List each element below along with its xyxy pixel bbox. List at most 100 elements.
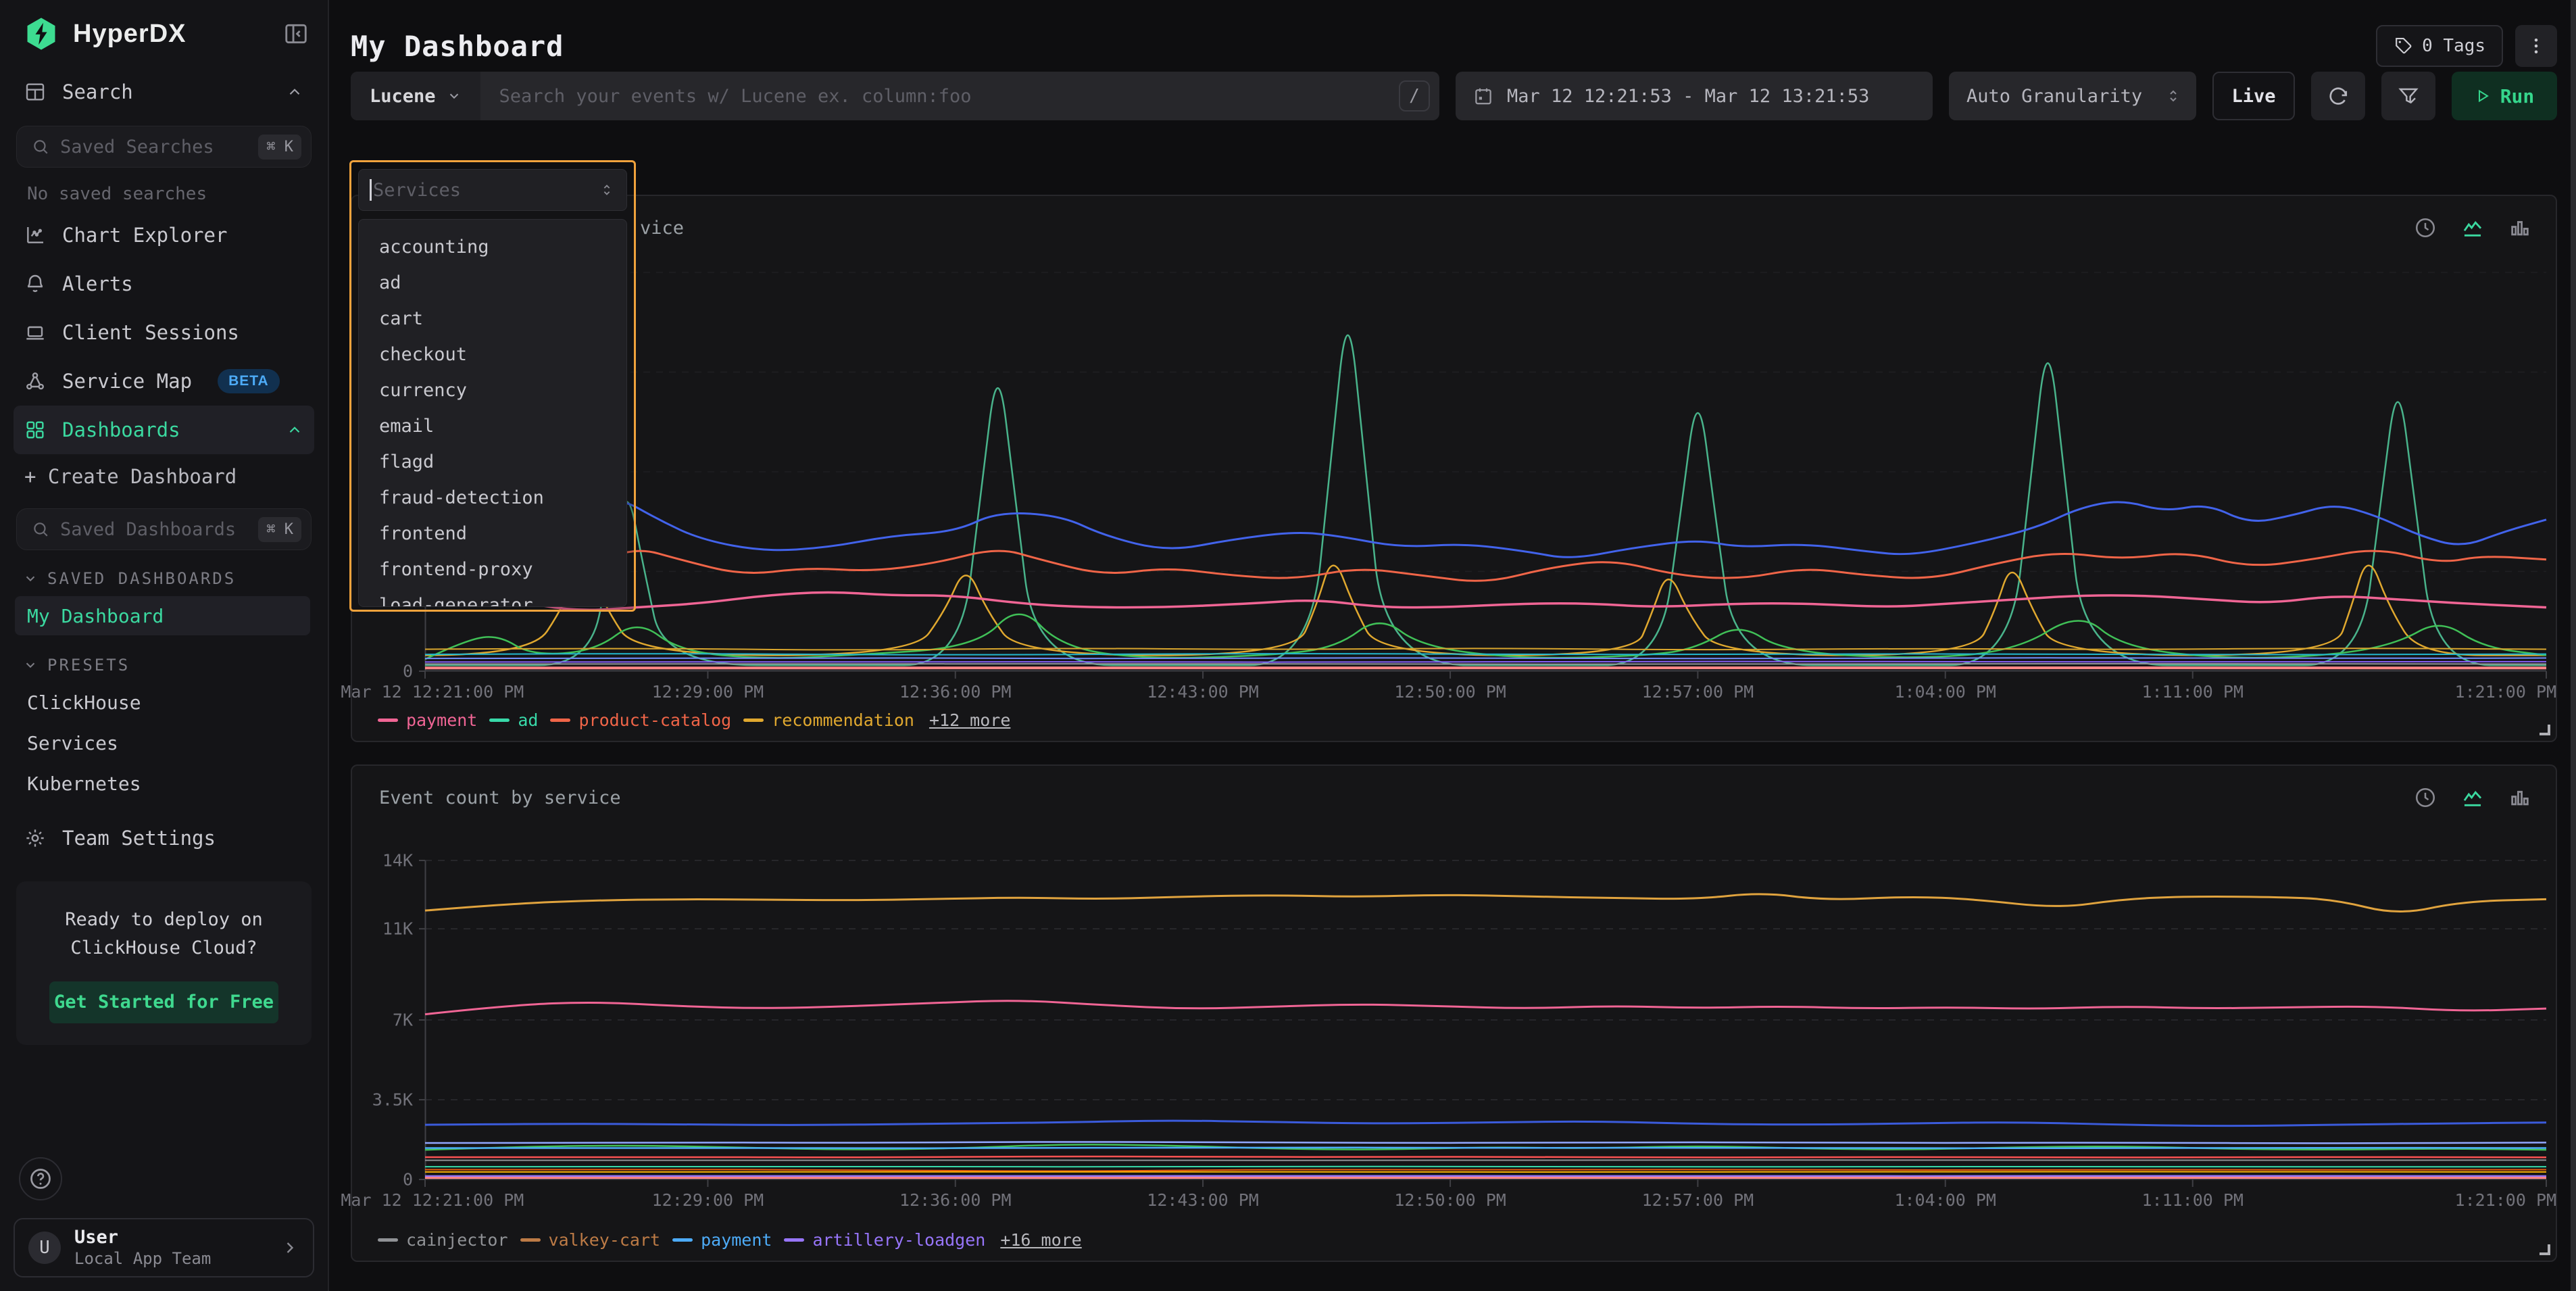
panel-resize-handle[interactable]	[2540, 725, 2550, 735]
service-option[interactable]: currency	[359, 372, 626, 408]
section-label: SAVED DASHBOARDS	[47, 569, 236, 588]
section-presets[interactable]: PRESETS	[23, 656, 314, 675]
chart-panel-2: Event count by service 14K11K7K3.5K0 Mar…	[351, 764, 2557, 1262]
service-option[interactable]: ad	[359, 265, 626, 301]
create-dashboard-button[interactable]: + Create Dashboard	[14, 454, 314, 499]
legend-item[interactable]: ad	[489, 710, 538, 730]
legend-item[interactable]: artillery-loadgen	[784, 1230, 985, 1250]
services-input[interactable]: Services	[358, 169, 627, 211]
search-icon	[32, 520, 49, 538]
sidebar-item-label: Client Sessions	[62, 321, 239, 344]
x-tick-label: 12:36:00 PM	[899, 1190, 1012, 1210]
refresh-icon	[2327, 85, 2349, 107]
service-option[interactable]: email	[359, 408, 626, 444]
y-tick-label: 0	[403, 1170, 413, 1190]
legend-item[interactable]: product-catalog	[550, 710, 731, 730]
event-search-input[interactable]: Lucene Search your events w/ Lucene ex. …	[351, 72, 1439, 120]
legend-label: product-catalog	[578, 710, 731, 730]
user-menu[interactable]: U User Local App Team	[14, 1218, 314, 1277]
sidebar-item-preset[interactable]: ClickHouse	[15, 683, 310, 722]
series-flat-yellow	[425, 648, 2546, 650]
bar-chart-toggle-icon[interactable]	[2508, 216, 2531, 239]
plot-zone: 14K11K7K3.5K0 Mar 12 12:21:00 PM12:29:00…	[425, 860, 2546, 1179]
granularity-select[interactable]: Auto Granularity	[1949, 72, 2196, 120]
legend-swatch	[378, 1238, 398, 1242]
event-search-placeholder: Search your events w/ Lucene ex. column:…	[480, 86, 1399, 107]
legend-item[interactable]: payment	[378, 710, 477, 730]
chart-canvas[interactable]	[425, 860, 2546, 1179]
question-icon	[28, 1167, 53, 1191]
time-settings-icon[interactable]	[2414, 216, 2437, 239]
chart-canvas[interactable]	[425, 272, 2546, 671]
sidebar-item-preset[interactable]: Kubernetes	[15, 764, 310, 803]
service-option[interactable]: accounting	[359, 229, 626, 265]
chevron-down-icon	[23, 571, 38, 586]
sidebar-item-dashboards[interactable]: Dashboards	[14, 406, 314, 454]
sidebar-item-label: Search	[62, 80, 133, 103]
chart-legend: payment ad product-catalog recommendation +1…	[378, 710, 1010, 730]
sidebar-item-label: Dashboards	[62, 418, 180, 441]
run-button[interactable]: Run	[2452, 72, 2557, 120]
legend-label: ad	[518, 710, 538, 730]
legend-item[interactable]: payment	[672, 1230, 772, 1250]
x-tick-label: 12:57:00 PM	[1642, 682, 1754, 702]
service-option[interactable]: cart	[359, 301, 626, 337]
line-chart-toggle-icon[interactable]	[2461, 216, 2484, 239]
service-option[interactable]: frontend-proxy	[359, 552, 626, 587]
series-yellow-spikes	[425, 566, 2546, 656]
sidebar-item-search[interactable]: Search	[14, 68, 314, 116]
time-settings-icon[interactable]	[2414, 786, 2437, 809]
y-tick-label: 0	[403, 662, 413, 681]
live-button[interactable]: Live	[2212, 72, 2295, 120]
kebab-icon	[2526, 36, 2546, 56]
service-option[interactable]: fraud-detection	[359, 480, 626, 516]
legend-item[interactable]: valkey-cart	[520, 1230, 661, 1250]
brand-row: HyperDX	[14, 0, 314, 68]
legend-item[interactable]: recommendation	[743, 710, 914, 730]
service-option[interactable]: flagd	[359, 444, 626, 480]
help-button[interactable]	[19, 1157, 62, 1200]
sidebar-item-saved-dashboard[interactable]: My Dashboard	[15, 596, 310, 635]
section-saved-dashboards[interactable]: SAVED DASHBOARDS	[23, 569, 314, 588]
calendar-icon	[1473, 86, 1493, 106]
sidebar-item-alerts[interactable]: Alerts	[14, 260, 314, 308]
saved-dashboards-list: My Dashboard	[14, 595, 314, 637]
legend-swatch	[672, 1238, 693, 1242]
line-chart-toggle-icon[interactable]	[2461, 786, 2484, 809]
tags-button[interactable]: 0 Tags	[2376, 25, 2503, 67]
x-tick-label: 12:57:00 PM	[1642, 1190, 1754, 1210]
query-language-select[interactable]: Lucene	[351, 72, 480, 120]
refresh-button[interactable]	[2311, 72, 2365, 120]
sidebar-item-chart-explorer[interactable]: Chart Explorer	[14, 211, 314, 260]
page-scrollbar[interactable]	[2571, 0, 2576, 1291]
legend-swatch	[378, 718, 398, 722]
sidebar-collapse-icon[interactable]	[283, 21, 309, 47]
service-option[interactable]: load-generator	[359, 587, 626, 607]
chevron-up-icon[interactable]	[286, 83, 303, 101]
service-option[interactable]: frontend	[359, 516, 626, 552]
chevron-up-icon[interactable]	[286, 421, 303, 439]
beta-badge: BETA	[218, 369, 280, 393]
legend-more-link[interactable]: +12 more	[929, 710, 1010, 730]
bar-chart-toggle-icon[interactable]	[2508, 786, 2531, 809]
service-option[interactable]: checkout	[359, 337, 626, 372]
sidebar-item-client-sessions[interactable]: Client Sessions	[14, 308, 314, 357]
avatar: U	[28, 1232, 61, 1264]
y-tick-label: 7K	[393, 1010, 413, 1030]
shortcut-badge: ⌘ K	[258, 517, 301, 542]
saved-dashboards-input[interactable]: Saved Dashboards ⌘ K	[16, 508, 312, 550]
sidebar-item-team-settings[interactable]: Team Settings	[14, 814, 314, 862]
series-teal-spikes	[425, 335, 2546, 665]
sidebar-item-service-map[interactable]: Service Map BETA	[14, 357, 314, 406]
get-started-button[interactable]: Get Started for Free	[49, 981, 278, 1023]
sidebar-item-preset[interactable]: Services	[15, 723, 310, 762]
series-pink-wave	[425, 592, 2546, 610]
filter-button[interactable]	[2381, 72, 2435, 120]
panel-resize-handle[interactable]	[2540, 1244, 2550, 1255]
time-range-picker[interactable]: Mar 12 12:21:53 - Mar 12 13:21:53	[1456, 72, 1933, 120]
legend-item[interactable]: cainjector	[378, 1230, 508, 1250]
dashboard-menu-button[interactable]	[2515, 25, 2557, 67]
saved-searches-input[interactable]: Saved Searches ⌘ K	[16, 126, 312, 168]
legend-more-link[interactable]: +16 more	[1000, 1230, 1081, 1250]
legend-swatch	[520, 1238, 541, 1242]
